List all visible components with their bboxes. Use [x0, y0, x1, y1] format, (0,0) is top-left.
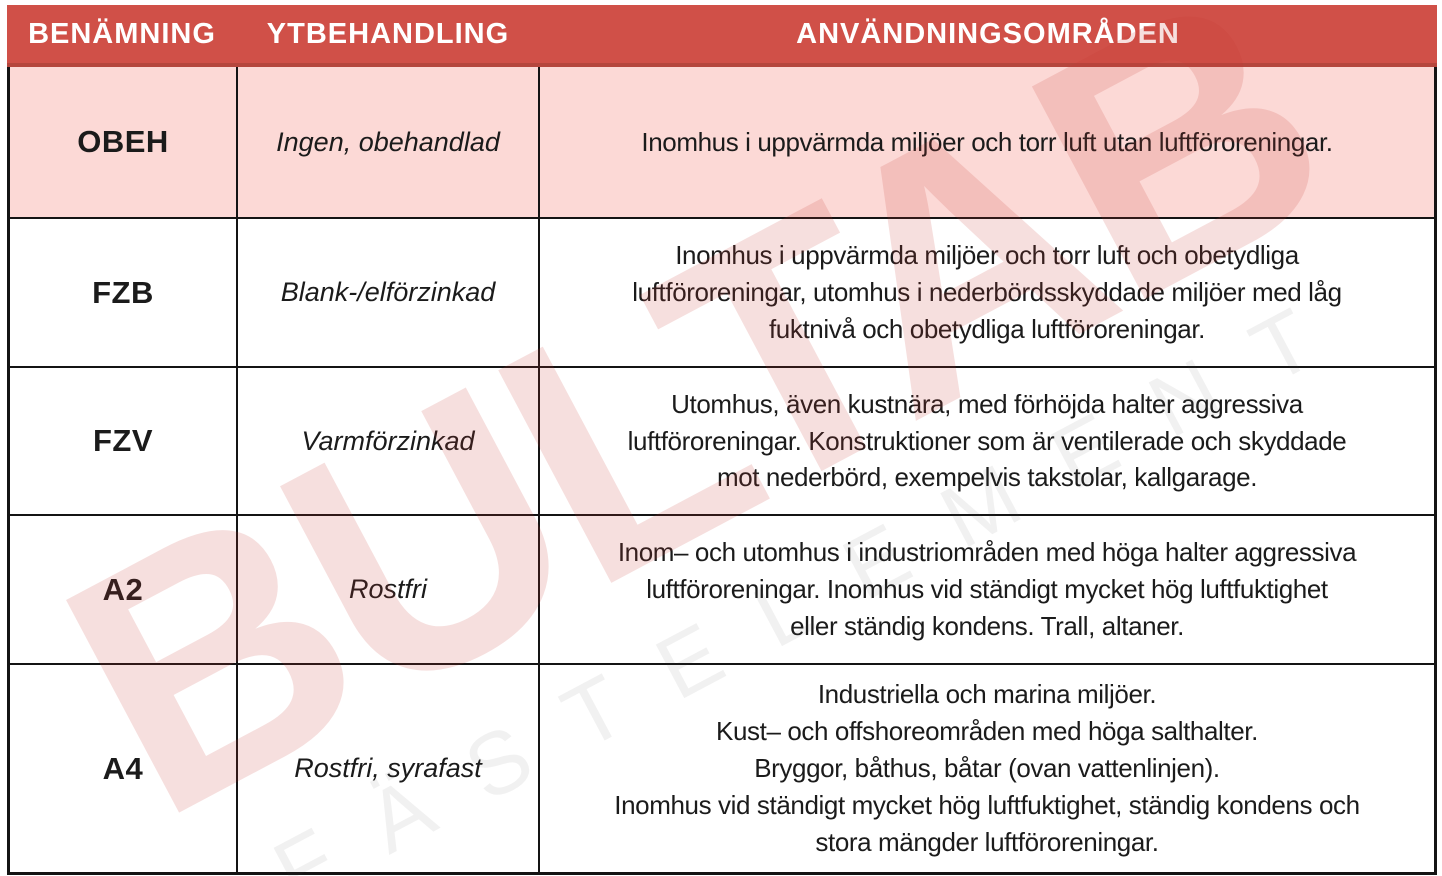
cell-usage: Inomhus i uppvärmda miljöer och torr luf…: [632, 240, 1342, 344]
header-cell-ytbehandling: YTBEHANDLING: [266, 17, 510, 50]
cell-name: FZB: [10, 219, 238, 366]
cell-name: OBEH: [10, 67, 238, 217]
table-row-fzv: FZV Varmförzinkad Utomhus, även kustnära…: [10, 368, 1434, 516]
table-body: OBEH Ingen, obehandlad Inomhus i uppvärm…: [7, 67, 1437, 875]
cell-treatment: Ingen, obehandlad: [238, 67, 540, 217]
table-row-a4: A4 Rostfri, syrafast Industriella och ma…: [10, 665, 1434, 872]
cell-name: FZV: [10, 368, 238, 514]
table-row-obeh: OBEH Ingen, obehandlad Inomhus i uppvärm…: [10, 67, 1434, 219]
cell-name: A4: [10, 665, 238, 872]
cell-usage: Inom– och utomhus i industriområden med …: [617, 537, 1357, 641]
surface-treatment-table: BENÄMNING YTBEHANDLING ANVÄNDNINGSOMRÅDE…: [7, 5, 1437, 875]
cell-treatment: Rostfri: [238, 516, 540, 663]
table-header-row: BENÄMNING YTBEHANDLING ANVÄNDNINGSOMRÅDE…: [7, 5, 1437, 67]
table-row-fzb: FZB Blank-/elförzinkad Inomhus i uppvärm…: [10, 219, 1434, 368]
header-cell-anvandningsomraden: ANVÄNDNINGSOMRÅDEN: [796, 17, 1180, 50]
cell-usage: Industriella och marina miljöer. Kust– o…: [614, 679, 1360, 857]
cell-usage: Utomhus, även kustnära, med förhöjda hal…: [627, 388, 1347, 493]
header-cell-benamning: BENÄMNING: [28, 17, 216, 50]
cell-usage: Inomhus i uppvärmda miljöer och torr luf…: [641, 126, 1333, 157]
cell-treatment: Varmförzinkad: [238, 368, 540, 514]
cell-treatment: Blank-/elförzinkad: [238, 219, 540, 366]
table-row-a2: A2 Rostfri Inom– och utomhus i industrio…: [10, 516, 1434, 665]
cell-name: A2: [10, 516, 238, 663]
cell-treatment: Rostfri, syrafast: [238, 665, 540, 872]
